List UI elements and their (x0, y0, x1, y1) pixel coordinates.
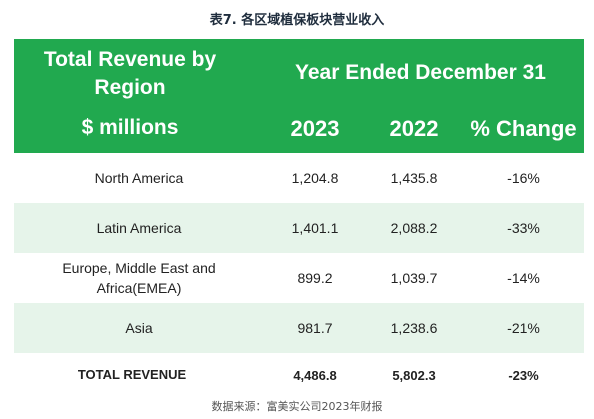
value-2023-cell: 1,204.8 (291, 170, 339, 186)
total-2023-cell: 4,486.8 (293, 367, 337, 383)
change-cell: -14% (507, 270, 540, 286)
table-row: Europe, Middle East and Africa(EMEA) 899… (14, 253, 584, 303)
change-cell: -16% (507, 170, 540, 186)
total-change-cell: -23% (508, 367, 539, 383)
change-cell: -21% (507, 320, 540, 336)
change-cell: -33% (507, 220, 540, 236)
header-title-line1: Total Revenue by (43, 48, 217, 71)
header-units: $ millions (81, 116, 179, 139)
region-cell: Latin America (96, 220, 182, 236)
table-row: North America 1,204.8 1,435.8 -16% (14, 153, 584, 203)
value-2022-cell: 1,238.6 (390, 320, 438, 336)
header-col-change: % Change (470, 116, 577, 141)
value-2022-cell: 1,435.8 (390, 170, 438, 186)
table-row: Latin America 1,401.1 2,088.2 -33% (14, 203, 584, 253)
value-2022-cell: 2,088.2 (390, 220, 438, 236)
value-2023-cell: 1,401.1 (291, 220, 339, 236)
total-label: TOTAL REVENUE (77, 367, 187, 382)
header-col-2023: 2023 (290, 116, 340, 141)
table-caption: 表7. 各区域植保板块营业收入 (209, 13, 385, 28)
total-2022-cell: 5,802.3 (392, 367, 436, 383)
header-col-2022: 2022 (389, 116, 439, 141)
header-period: Year Ended December 31 (295, 61, 546, 84)
table-header: Total Revenue by Region $ millions Year … (14, 39, 584, 153)
region-line1: Europe, Middle East and (62, 260, 216, 276)
value-2023-cell: 981.7 (297, 320, 333, 336)
table-row: Asia 981.7 1,238.6 -21% (14, 303, 584, 353)
total-row: TOTAL REVENUE 4,486.8 5,802.3 -23% (14, 353, 584, 397)
value-2022-cell: 1,039.7 (390, 270, 438, 286)
revenue-table: Total Revenue by Region $ millions Year … (14, 39, 584, 397)
source-note: 数据来源：富美实公司2023年财报 (211, 400, 383, 413)
header-title-line2: Region (94, 76, 166, 99)
region-cell: North America (94, 170, 184, 186)
region-cell: Europe, Middle East and Africa(EMEA) (14, 253, 264, 303)
value-2023-cell: 899.2 (297, 270, 333, 286)
region-line2: Africa(EMEA) (96, 280, 182, 296)
header-title: Total Revenue by Region (14, 46, 246, 102)
region-cell: Asia (125, 320, 153, 336)
